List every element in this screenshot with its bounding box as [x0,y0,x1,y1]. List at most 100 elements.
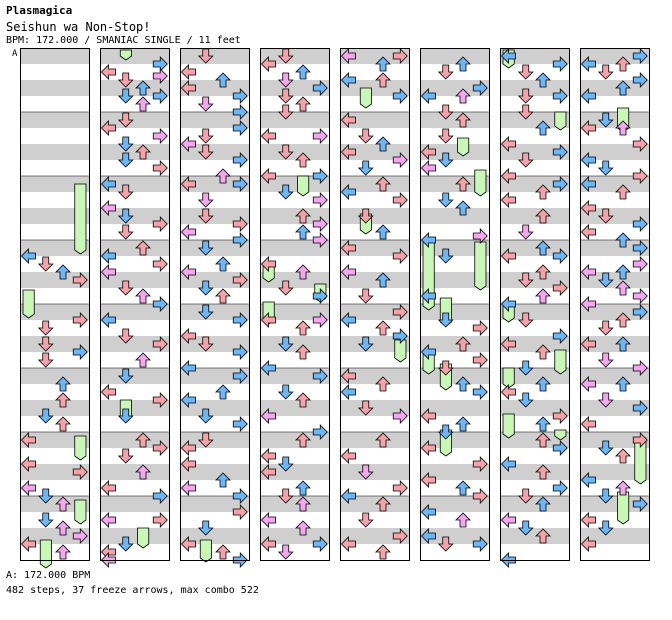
freeze-arrow [394,339,407,363]
beat-stripe [500,496,569,512]
beat-stripe [580,144,649,160]
chart-column [500,48,570,568]
beat-stripe [420,464,489,480]
freeze-arrow [617,491,630,525]
beat-stripe [20,112,89,128]
beat-stripe [580,176,649,192]
beat-stripe [580,80,649,96]
freeze-arrow [554,349,567,375]
beat-stripe [100,144,169,160]
beat-stripe [580,400,649,416]
beat-stripe [20,432,89,448]
beat-stripe [100,336,169,352]
freeze-arrow [502,413,515,439]
song-title: Seishun wa Non-Stop! [6,20,151,34]
beat-stripe [420,80,489,96]
beat-stripe [100,208,169,224]
beat-stripe [180,48,249,64]
column-frame [580,48,650,561]
beat-stripe [180,368,249,384]
beat-stripe [580,464,649,480]
beat-stripe [180,240,249,256]
freeze-arrow [554,429,567,441]
beat-stripe [260,496,329,512]
chart-column [100,48,170,568]
beat-stripe [260,80,329,96]
beat-stripe [180,80,249,96]
bpm-summary: A: 172.000 BPM [6,570,91,581]
beat-stripe [260,272,329,288]
beat-stripe [500,112,569,128]
beat-stripe [180,336,249,352]
freeze-arrow [554,111,567,131]
beat-stripe [500,144,569,160]
chart-column [260,48,330,561]
beat-stripe [100,176,169,192]
beat-stripe [340,48,409,64]
beat-stripe [340,176,409,192]
beat-stripe [340,496,409,512]
beat-stripe [20,80,89,96]
beat-stripe [20,272,89,288]
beat-stripe [260,336,329,352]
beat-stripe [500,240,569,256]
step-chart: A [12,48,650,569]
column-frame [20,48,90,561]
freeze-arrow [297,175,310,197]
beat-stripe [580,272,649,288]
beat-stripe [340,336,409,352]
beat-stripe [500,48,569,64]
chart-column [20,48,90,569]
beat-stripe [420,144,489,160]
chart-column [580,48,650,561]
beat-stripe [20,144,89,160]
beat-stripe [580,368,649,384]
beat-stripe [500,368,569,384]
chart-meta: BPM: 172.000 / SMANIAC SINGLE / 11 feet [6,35,241,46]
chart-column [180,48,250,568]
freeze-arrow [74,183,87,255]
beat-stripe [500,304,569,320]
beat-stripe [420,400,489,416]
beat-stripe [420,240,489,256]
beat-stripe [20,304,89,320]
bpm-change-marker: A [12,49,18,59]
beat-stripe [100,112,169,128]
artist-name: Plasmagica [6,4,73,17]
beat-stripe [340,144,409,160]
beat-stripe [580,432,649,448]
beat-stripe [180,304,249,320]
beat-stripe [580,240,649,256]
beat-stripe [20,400,89,416]
beat-stripe [100,432,169,448]
freeze-arrow [119,49,132,61]
beat-stripe [340,272,409,288]
beat-stripe [260,176,329,192]
column-frame [340,48,410,561]
chart-column [420,48,490,561]
freeze-arrow [359,87,372,109]
beat-stripe [500,336,569,352]
beat-stripe [420,432,489,448]
beat-stripe [420,176,489,192]
freeze-arrow [474,169,487,197]
freeze-arrow [74,435,87,461]
column-frame [500,48,570,561]
beat-stripe [260,400,329,416]
beat-stripe [580,48,649,64]
freeze-arrow [22,289,35,319]
beat-stripe [260,464,329,480]
beat-stripe [180,528,249,544]
beat-stripe [580,528,649,544]
beat-stripe [20,240,89,256]
freeze-arrow [199,539,212,563]
beat-stripe [100,368,169,384]
beat-stripe [420,368,489,384]
beat-stripe [500,400,569,416]
chart-stats: 482 steps, 37 freeze arrows, max combo 5… [6,585,259,596]
beat-stripe [180,144,249,160]
column-frame [100,48,170,561]
beat-stripe [20,528,89,544]
beat-stripe [500,528,569,544]
beat-stripe [340,208,409,224]
